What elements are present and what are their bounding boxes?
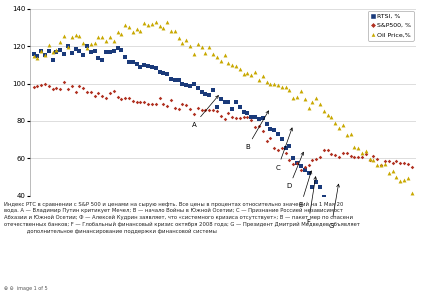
Legend: RTSI, %, S&P500, %, Oil Price,%: RTSI, %, S&P500, %, Oil Price,% [368, 11, 414, 41]
Text: C: C [276, 128, 293, 171]
Text: E: E [299, 171, 312, 208]
Text: F: F [307, 177, 317, 225]
Text: A: A [192, 95, 218, 128]
Text: D: D [287, 152, 304, 189]
Text: G: G [329, 184, 340, 229]
Text: Индекс РТС в сравнении с S&P 500 и ценами на сырую нефть. Все цены в процентах о: Индекс РТС в сравнении с S&P 500 и ценам… [4, 201, 360, 234]
Text: ⊕ ⊖  image 1 of 5: ⊕ ⊖ image 1 of 5 [4, 286, 48, 291]
Text: B: B [245, 111, 268, 150]
